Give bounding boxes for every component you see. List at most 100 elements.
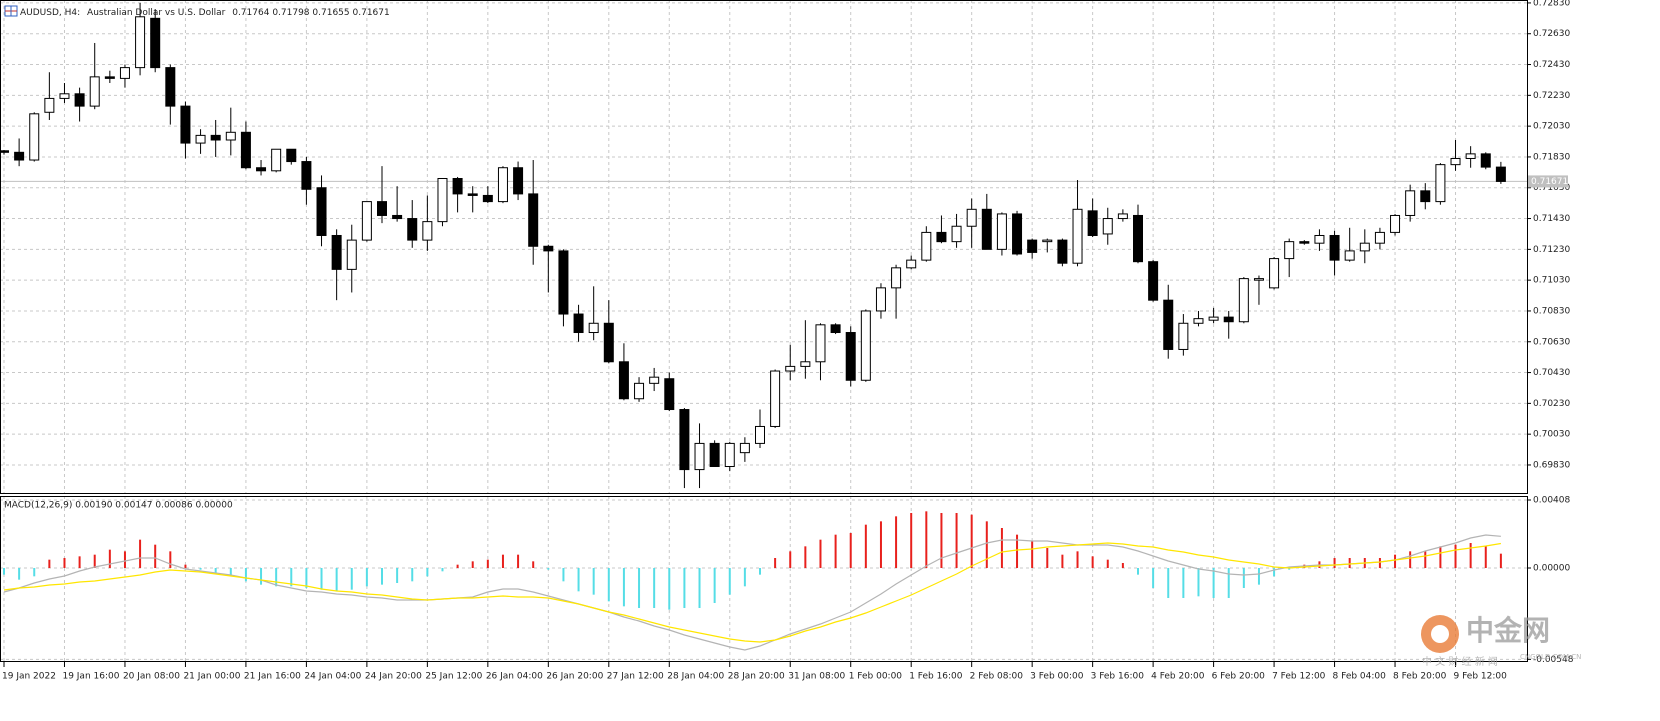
candle-body: [392, 214, 403, 220]
x-tick-label: 8 Feb 20:00: [1393, 672, 1447, 682]
candle-body: [739, 442, 750, 454]
candle-body: [724, 442, 735, 468]
candle-body: [815, 324, 826, 363]
candle-body: [497, 167, 508, 203]
x-tick-label: 8 Feb 04:00: [1333, 672, 1387, 682]
candle-body: [407, 218, 418, 241]
candle-body: [845, 332, 856, 381]
y-tick-label: 0.71830: [1533, 152, 1570, 162]
candle-body: [1465, 153, 1476, 159]
y-tick-label: 0.72230: [1533, 91, 1570, 101]
candle-body: [1299, 241, 1310, 244]
candle-body: [1012, 213, 1023, 255]
x-tick-label: 3 Feb 00:00: [1030, 672, 1084, 682]
candle-body: [513, 167, 524, 195]
candle-body: [1087, 210, 1098, 236]
candle-body: [195, 134, 206, 144]
candle-body: [785, 365, 796, 372]
x-tick-label: 24 Jan 20:00: [365, 672, 422, 682]
candle-body: [981, 208, 992, 250]
watermark-tagline: 中 文 财 经 新 闻: [1422, 655, 1498, 668]
candle-body: [150, 17, 161, 69]
ohlc-high: 0.71798: [272, 8, 309, 18]
candle-body: [1314, 234, 1325, 244]
candle-body: [1329, 234, 1340, 261]
candle-body: [104, 76, 115, 79]
y-tick-label: 0.70630: [1533, 337, 1570, 347]
candle-body: [1284, 241, 1295, 260]
candle-body: [1390, 214, 1401, 233]
x-tick-label: 2 Feb 08:00: [970, 672, 1024, 682]
candle-body: [800, 361, 811, 367]
candle-body: [437, 178, 448, 223]
y-tick-label: 0.71030: [1533, 276, 1570, 286]
candle-body: [1480, 153, 1491, 168]
y-tick-label: 0.70830: [1533, 306, 1570, 316]
candle-body: [482, 194, 493, 203]
candle-body: [346, 239, 357, 270]
candle-body: [1117, 213, 1128, 220]
candle-body: [422, 221, 433, 241]
candle-body: [996, 213, 1007, 250]
x-tick-label: 24 Jan 04:00: [304, 672, 361, 682]
x-tick-label: 25 Jan 12:00: [425, 672, 482, 682]
y-tick-label: 0.72030: [1533, 122, 1570, 132]
x-tick-label: 19 Jan 2022: [2, 672, 56, 682]
candle-body: [1057, 239, 1068, 264]
candle-body: [649, 376, 660, 384]
candle-body: [14, 151, 25, 161]
y-tick-label: 0.00408: [1533, 496, 1570, 506]
chart-header: AUDUSD, H4: Australian Dollar vs U.S. Do…: [20, 8, 390, 18]
candle-body: [1178, 322, 1189, 350]
candle-body: [1072, 208, 1083, 264]
candle-body: [89, 76, 100, 107]
x-tick-label: 20 Jan 08:00: [123, 672, 180, 682]
candle-body: [286, 148, 297, 163]
y-tick-label: 0.71230: [1533, 245, 1570, 255]
x-tick-label: 26 Jan 04:00: [486, 672, 543, 682]
candle-body: [1374, 231, 1385, 244]
macd-header: MACD(12,26,9) 0.00190 0.00147 0.00086 0.…: [4, 501, 233, 511]
candle-body: [860, 310, 871, 381]
last-price-tag: [1528, 175, 1568, 188]
x-tick-label: 21 Jan 16:00: [244, 672, 301, 682]
y-tick-label: 0.70030: [1533, 430, 1570, 440]
y-tick-label: -0.00548: [1533, 655, 1574, 665]
candle-body: [921, 231, 932, 261]
candle-body: [210, 134, 221, 141]
candle-body: [240, 131, 251, 169]
watermark-text: 中金网: [1466, 614, 1550, 647]
candle-body: [1027, 239, 1038, 253]
x-tick-label: 31 Jan 08:00: [788, 672, 845, 682]
watermark-logo: [1431, 625, 1449, 643]
candle-body: [709, 442, 720, 468]
candle-body: [770, 370, 781, 427]
candle-body: [1435, 164, 1446, 203]
x-tick-label: 26 Jan 20:00: [546, 672, 603, 682]
candle-body: [225, 131, 236, 141]
candle-body: [1148, 261, 1159, 301]
candle-body: [331, 234, 342, 270]
candle-body: [1269, 258, 1280, 289]
x-tick-label: 4 Feb 20:00: [1151, 672, 1205, 682]
candle-body: [1495, 166, 1506, 182]
candle-body: [1193, 318, 1204, 324]
y-tick-label: 0.69830: [1533, 460, 1570, 470]
watermark-site: CNGOLD.COM.CN: [1520, 653, 1581, 661]
candle-body: [452, 178, 463, 195]
candle-body: [951, 225, 962, 243]
ohlc-low: 0.71655: [312, 8, 349, 18]
candle-body: [1420, 190, 1431, 203]
candle-body: [1223, 316, 1234, 323]
last-price-label: 0.71671: [1531, 177, 1568, 187]
candle-body: [755, 425, 765, 444]
candle-body: [694, 442, 705, 471]
candle-body: [1163, 299, 1174, 350]
y-tick-label: 0.70430: [1533, 368, 1570, 378]
ohlc-open: 0.71764: [232, 8, 269, 18]
candle-body: [1405, 190, 1416, 216]
candle-body: [558, 250, 569, 315]
candle-body: [875, 287, 886, 312]
